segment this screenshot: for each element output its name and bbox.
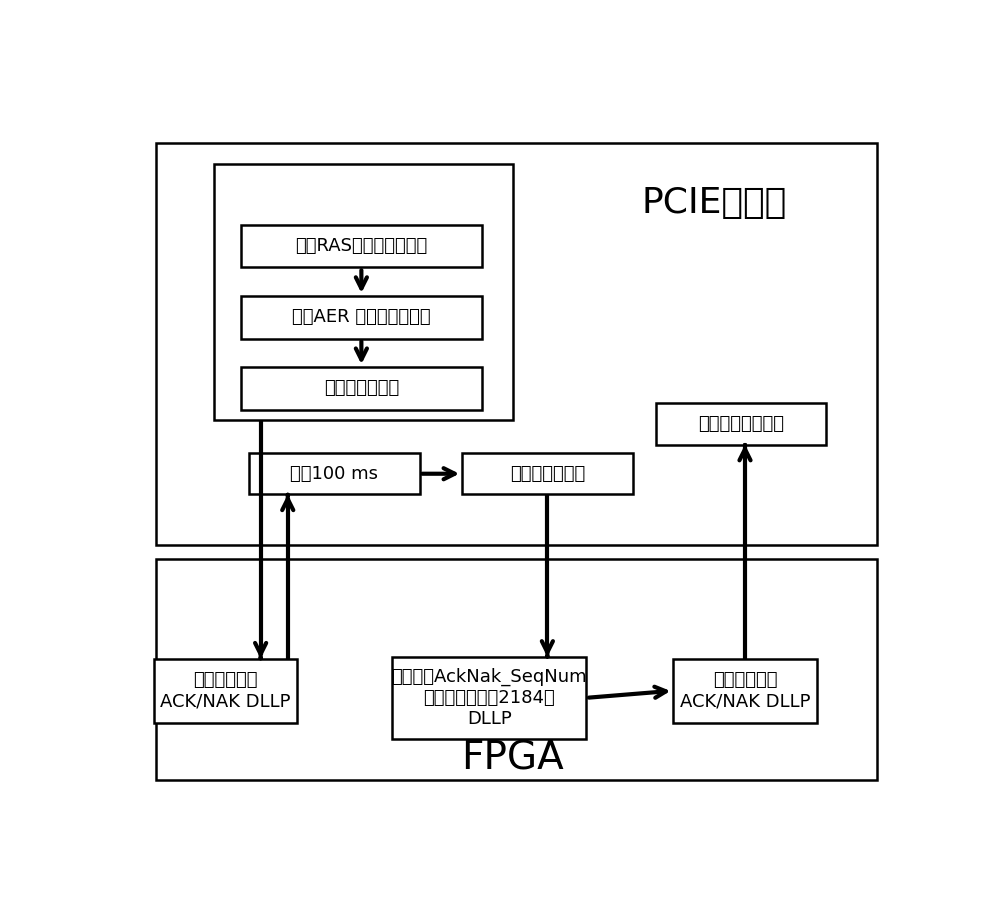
FancyBboxPatch shape [154,659,297,723]
Text: 发送内存读请求: 发送内存读请求 [510,465,585,482]
FancyBboxPatch shape [214,164,512,420]
Text: 回复一个AckNak_SeqNum
字段具有错误值2184的
DLLP: 回复一个AckNak_SeqNum 字段具有错误值2184的 DLLP [391,668,587,728]
Text: 配置RAS寄存器避免死机: 配置RAS寄存器避免死机 [295,237,428,255]
FancyBboxPatch shape [462,453,633,494]
Text: 配置AER 相关寄存器的值: 配置AER 相关寄存器的值 [292,309,431,326]
Text: 打开自动回复
ACK/NAK DLLP: 打开自动回复 ACK/NAK DLLP [680,672,810,711]
Text: 延时100 ms: 延时100 ms [290,465,378,482]
Text: 关闭自动回复
ACK/NAK DLLP: 关闭自动回复 ACK/NAK DLLP [160,672,291,711]
FancyBboxPatch shape [241,296,482,338]
Text: 执行错误检查步骤: 执行错误检查步骤 [698,415,784,433]
FancyBboxPatch shape [241,367,482,409]
FancyBboxPatch shape [392,657,586,739]
FancyBboxPatch shape [656,403,826,444]
Text: 发送内存写请求: 发送内存写请求 [324,380,399,397]
Text: FPGA: FPGA [461,739,564,777]
FancyBboxPatch shape [156,559,877,780]
FancyBboxPatch shape [249,453,420,494]
FancyBboxPatch shape [241,225,482,267]
Text: PCIE控制器: PCIE控制器 [641,187,787,220]
FancyBboxPatch shape [673,659,817,723]
FancyBboxPatch shape [156,143,877,545]
